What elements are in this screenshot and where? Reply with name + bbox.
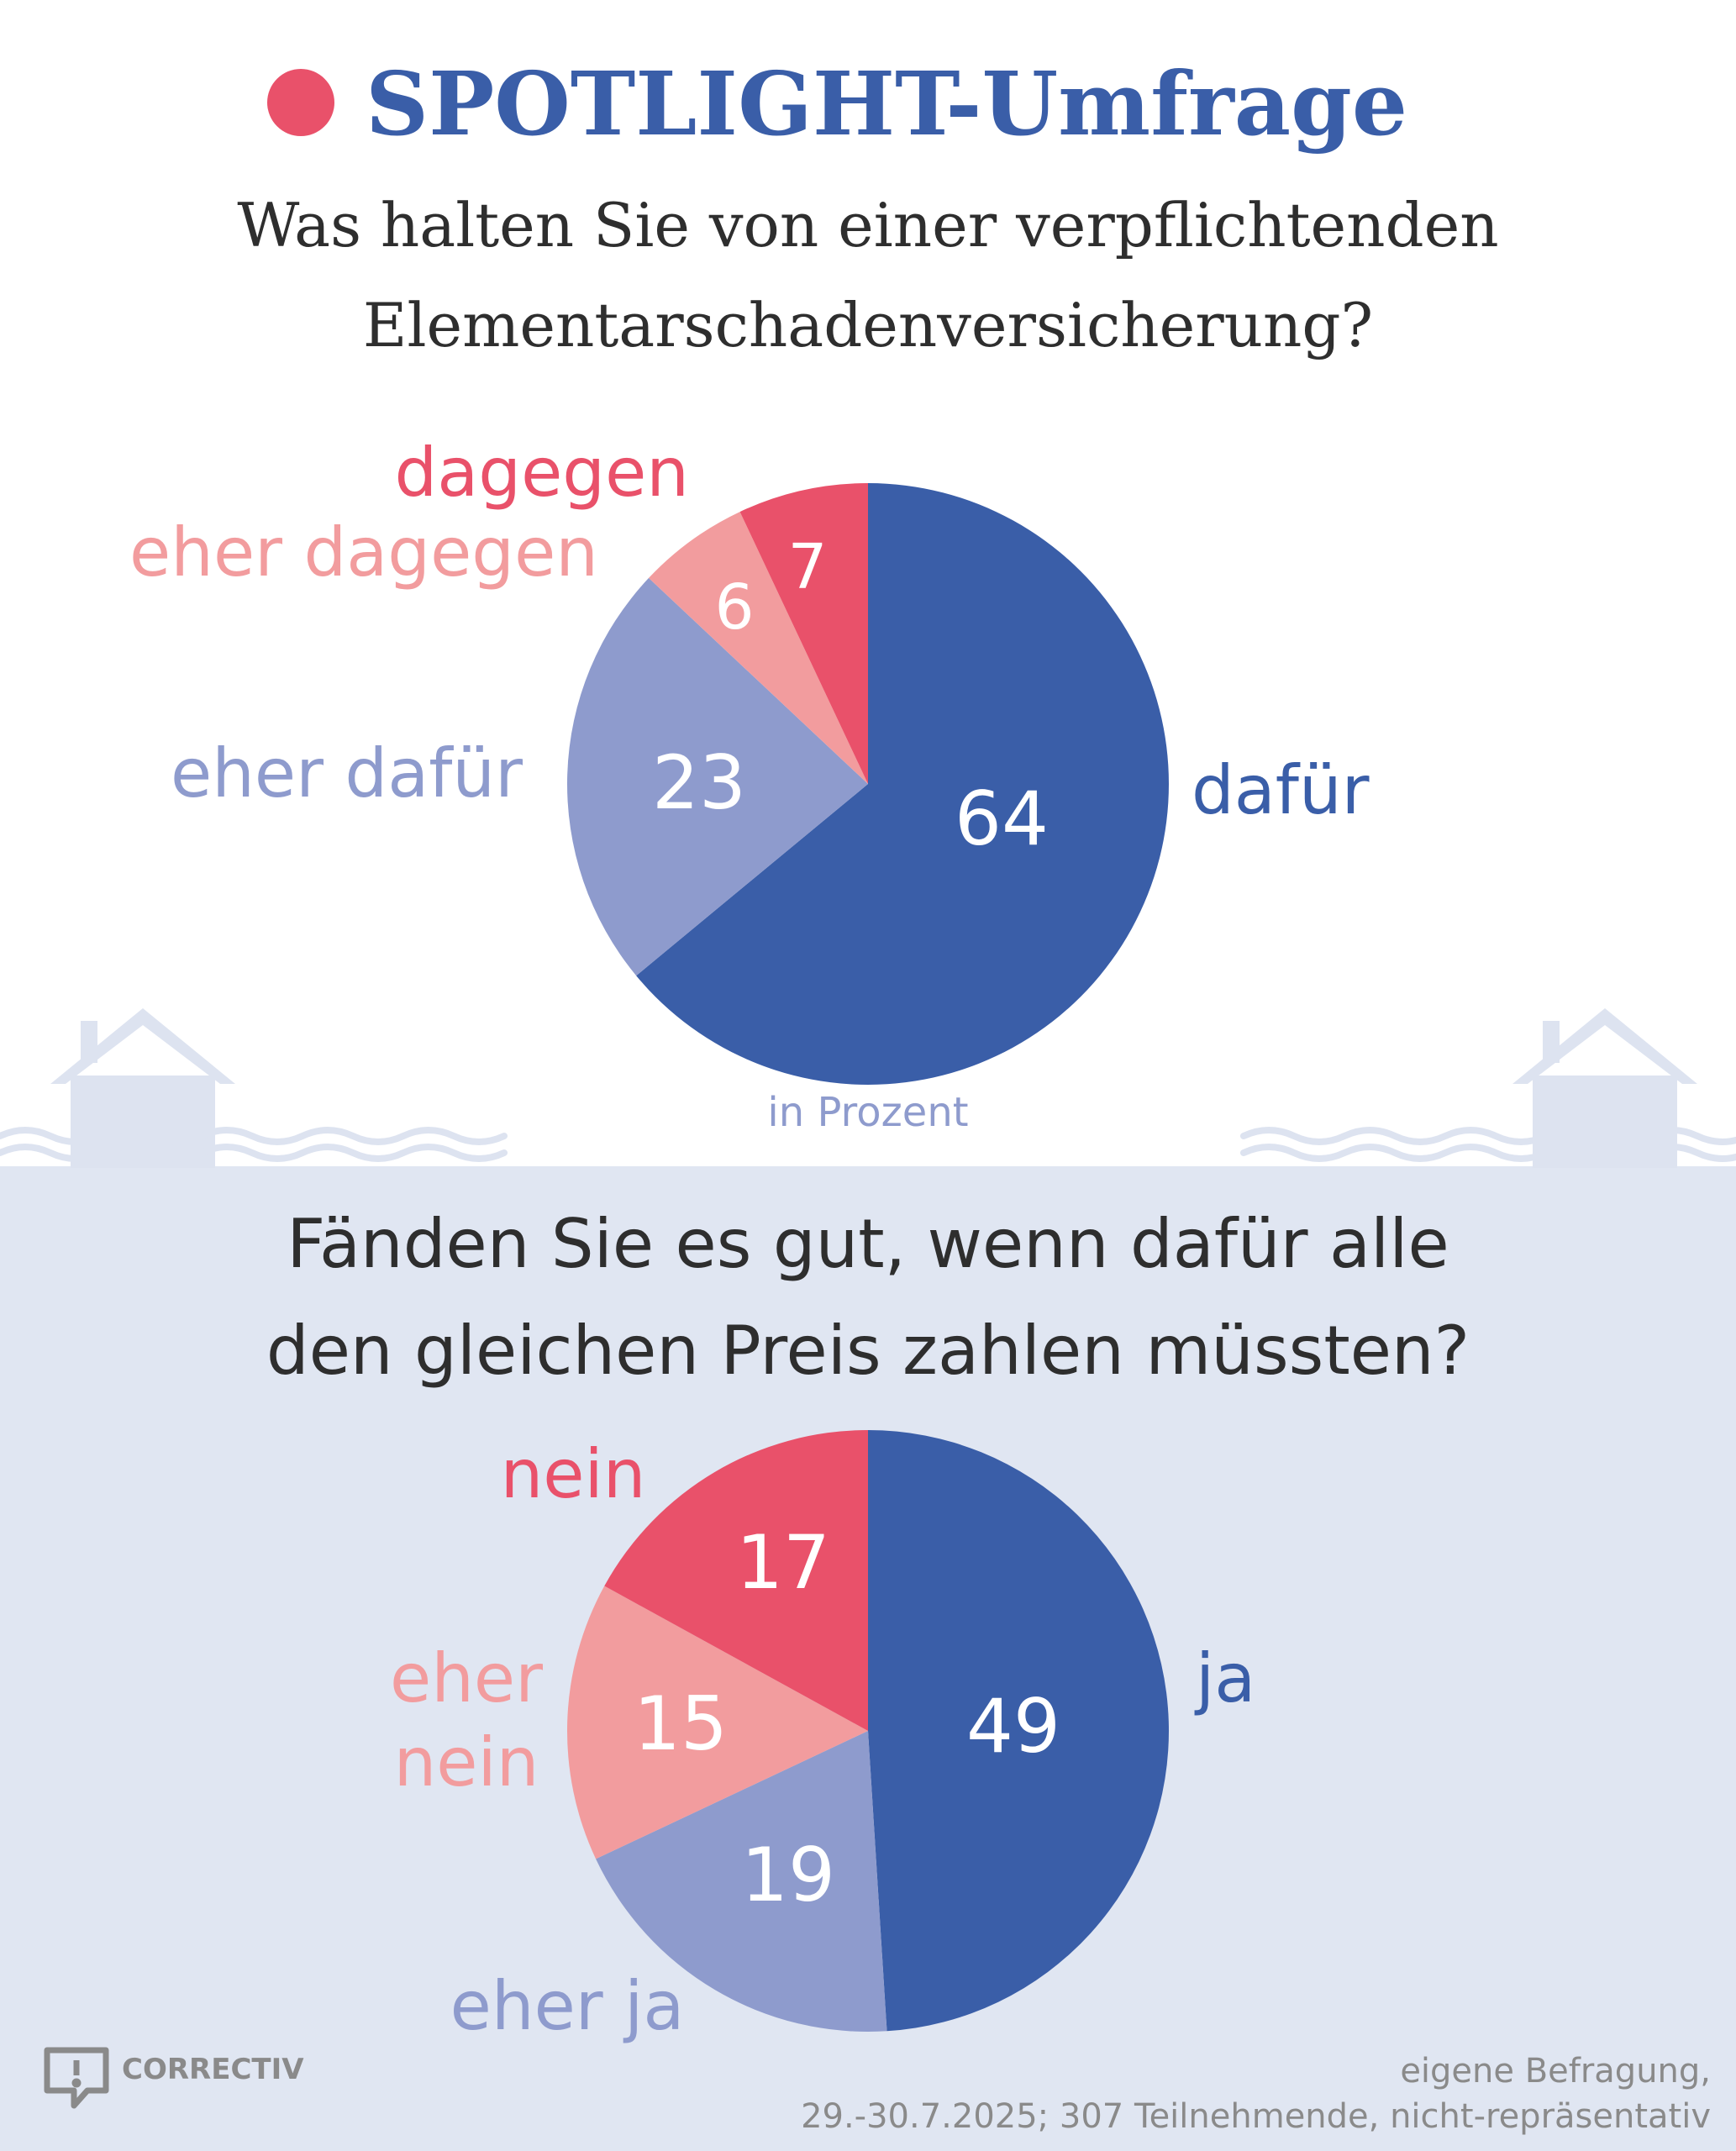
pie1-unit-note: in Prozent: [767, 1089, 968, 1136]
pie1-value-dagegen: 7: [787, 531, 827, 603]
pie2-label-nein: nein: [501, 1435, 646, 1513]
red-dot-icon: [267, 69, 334, 136]
pie1-slice-dagegen: [739, 483, 868, 784]
question-2-line-1: Fänden Sie es gut, wenn dafür alle: [287, 1205, 1449, 1283]
pie2-slice-eher-ja: [596, 1731, 887, 2032]
pie1-value-eher-dagegen: 6: [714, 571, 754, 644]
pie2-slice-nein: [604, 1430, 868, 1731]
pie2-label-eher-nein-line-2: nein: [394, 1723, 539, 1801]
pie1-value-eher-dafuer: 23: [652, 739, 746, 826]
pie1-label-dagegen: dagegen: [394, 434, 689, 512]
pie2-label-eher-ja: eher ja: [450, 1967, 685, 2045]
pie2-label-eher-nein-line-1: eher: [390, 1639, 543, 1717]
wave-icon: [0, 1127, 1736, 1162]
pie2-slice-ja: [868, 1430, 1169, 2032]
pie-chart-1: [567, 483, 1169, 1085]
page-title: SPOTLIGHT-Umfrage: [366, 52, 1407, 155]
question-1-line-1: Was halten Sie von einer verpflichtenden: [237, 190, 1498, 260]
pie2-label-ja: ja: [1194, 1639, 1255, 1717]
pie1-label-dafuer: dafür: [1192, 751, 1370, 829]
footer-source-line-2: 29.-30.7.2025; 307 Teilnehmende, nicht-r…: [801, 2097, 1711, 2136]
pie2-value-ja: 49: [966, 1683, 1060, 1770]
pie1-slice-eher-dafuer: [567, 577, 868, 976]
pie1-slice-dafuer: [636, 483, 1169, 1085]
correctiv-logo-icon: [44, 2047, 109, 2109]
pie1-value-dafuer: 64: [955, 776, 1049, 862]
pie2-value-nein: 17: [736, 1519, 830, 1606]
question-1-line-2: Elementarschadenversicherung?: [363, 290, 1373, 360]
pie2-value-eher-ja: 19: [741, 1832, 835, 1918]
pie-chart-2: [567, 1430, 1169, 2032]
pie1-label-eher-dagegen: eher dagegen: [129, 513, 598, 592]
question-2-line-2: den gleichen Preis zahlen müssten?: [266, 1312, 1470, 1390]
pie1-label-eher-dafuer: eher dafür: [171, 734, 523, 813]
pie2-slice-eher-nein: [567, 1586, 868, 1859]
pie2-value-eher-nein: 15: [634, 1680, 728, 1767]
footer-source-line-1: eigene Befragung,: [1400, 2052, 1711, 2091]
pie1-slice-eher-dagegen: [649, 512, 868, 784]
footer-brand: CORRECTIV: [122, 2053, 304, 2086]
